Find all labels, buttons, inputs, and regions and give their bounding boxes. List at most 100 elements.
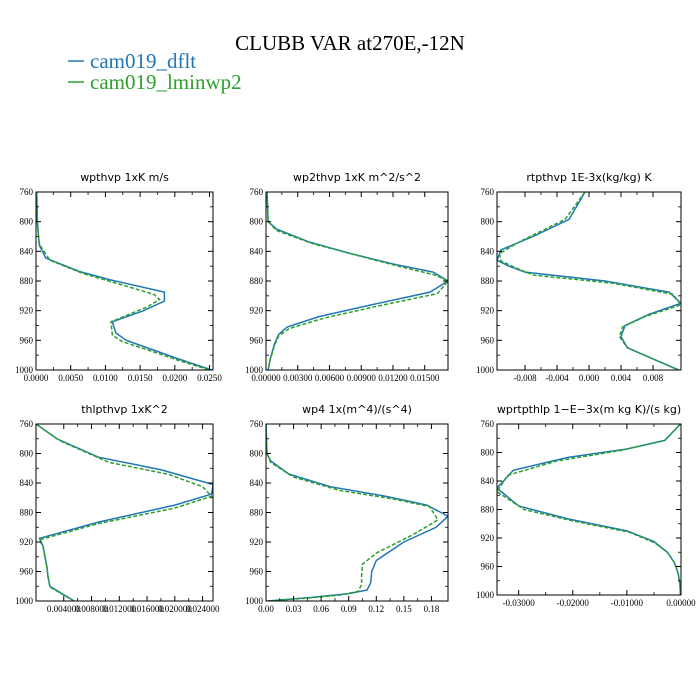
- series-line: [36, 424, 213, 601]
- y-tick-label: 960: [481, 335, 495, 345]
- y-tick-label: 840: [20, 478, 34, 488]
- y-tick-label: 840: [20, 246, 34, 256]
- x-tick-label: 0.06: [313, 604, 329, 614]
- y-tick-label: 840: [481, 246, 495, 256]
- panel-6: wprtpthlp 1−E−3x(m kg K)/(s kg)760 800 840…: [476, 403, 696, 608]
- panel-title: wpthvp 1xK m/s: [80, 171, 169, 184]
- x-tick-label: -0.008: [513, 373, 537, 383]
- x-tick-label: -0.02000: [557, 598, 590, 608]
- y-tick-label: 1000: [15, 365, 34, 375]
- figure-title: CLUBB VAR at270E,-12N: [235, 31, 465, 55]
- y-tick-label: 1000: [245, 596, 264, 606]
- y-tick-label: 1000: [15, 596, 34, 606]
- x-tick-label: 0.008: [643, 373, 664, 383]
- x-tick-label: -0.03000: [503, 598, 536, 608]
- y-tick-label: 920: [250, 537, 264, 547]
- y-tick-label: 920: [250, 306, 264, 316]
- panel-title: wp4 1x(m^4)/(s^4): [302, 403, 412, 416]
- y-tick-label: 840: [481, 476, 495, 486]
- panel-title: wprtpthlp 1−E−3x(m kg K)/(s kg): [497, 403, 681, 416]
- x-tick-label: 0.024000: [186, 604, 220, 614]
- x-tick-label: 0.00600: [315, 373, 345, 383]
- panel-5: wp4 1x(m^4)/(s^4)76080084088092096010000…: [245, 403, 449, 614]
- y-tick-label: 960: [481, 562, 495, 572]
- y-tick-label: 960: [20, 567, 34, 577]
- x-tick-label: 0.008000: [75, 604, 109, 614]
- x-tick-label: 0.00: [258, 604, 274, 614]
- y-tick-label: 760: [250, 419, 264, 429]
- y-tick-label: 800: [250, 449, 264, 459]
- x-tick-label: 0.0100: [93, 373, 118, 383]
- y-tick-label: 1000: [476, 365, 495, 375]
- x-tick-label: 0.0000: [24, 373, 49, 383]
- x-tick-label: 0.01200: [378, 373, 408, 383]
- y-tick-label: 880: [250, 276, 264, 286]
- y-tick-label: 1000: [245, 365, 264, 375]
- y-tick-label: 880: [20, 276, 34, 286]
- y-tick-label: 800: [250, 217, 264, 227]
- y-tick-label: 880: [250, 508, 264, 518]
- y-tick-label: 880: [481, 276, 495, 286]
- series-line: [497, 424, 681, 595]
- x-tick-label: 0.012000: [102, 604, 136, 614]
- y-tick-label: 920: [20, 306, 34, 316]
- y-tick-label: 920: [481, 306, 495, 316]
- x-tick-label: 0.01500: [410, 373, 440, 383]
- y-tick-label: 1000: [476, 590, 495, 600]
- x-tick-label: 0.00900: [347, 373, 377, 383]
- panel-title: rtpthvp 1E-3x(kg/kg) K: [526, 171, 652, 184]
- panel-title: thlpthvp 1xK^2: [81, 403, 168, 416]
- y-tick-label: 840: [250, 478, 264, 488]
- legend-label-dflt: cam019_dflt: [90, 49, 196, 73]
- x-tick-label: 0.00300: [283, 373, 313, 383]
- x-tick-label: -0.01000: [611, 598, 644, 608]
- y-tick-label: 920: [20, 537, 34, 547]
- y-tick-label: 760: [481, 187, 495, 197]
- x-tick-label: 0.03: [286, 604, 302, 614]
- x-tick-label: 0.0250: [197, 373, 222, 383]
- series-line: [497, 424, 681, 595]
- y-tick-label: 800: [481, 217, 495, 227]
- y-tick-label: 760: [20, 419, 34, 429]
- y-tick-label: 960: [250, 567, 264, 577]
- series-line: [36, 192, 212, 370]
- y-tick-label: 880: [481, 505, 495, 515]
- x-tick-label: 0.020000: [158, 604, 192, 614]
- y-tick-label: 960: [250, 335, 264, 345]
- x-tick-label: 0.09: [341, 604, 357, 614]
- y-tick-label: 800: [481, 448, 495, 458]
- x-tick-label: 0.004000: [47, 604, 81, 614]
- x-tick-label: 0.15: [396, 604, 412, 614]
- panel-2: wp2thvp 1xK m^2/s^2 760 800 840 880 920 960 100…: [245, 171, 449, 383]
- series-line: [36, 192, 210, 370]
- y-tick-label: 880: [20, 508, 34, 518]
- panels-group: wpthvp 1xK m/s76080084088092096010000.00…: [15, 171, 696, 614]
- x-tick-label: 0.016000: [130, 604, 164, 614]
- y-tick-label: 960: [20, 335, 34, 345]
- series-line: [266, 424, 439, 601]
- x-tick-label: 0.00000: [251, 373, 281, 383]
- x-tick-label: 0.00000: [666, 598, 696, 608]
- x-tick-label: 0.000: [579, 373, 600, 383]
- legend: cam019_dflt cam019_lminwp2: [68, 49, 242, 94]
- x-tick-label: 0.12: [368, 604, 384, 614]
- panel-1: wpthvp 1xK m/s76080084088092096010000.00…: [15, 171, 222, 383]
- y-tick-label: 920: [481, 533, 495, 543]
- plot-frame: [35, 191, 214, 371]
- y-tick-label: 840: [250, 246, 264, 256]
- series-line: [266, 192, 448, 370]
- x-tick-label: 0.0050: [58, 373, 83, 383]
- series-line: [498, 192, 681, 370]
- panel-title: wp2thvp 1xK m^2/s^2: [293, 171, 421, 184]
- plot-frame: [265, 191, 449, 371]
- y-tick-label: 760: [250, 187, 264, 197]
- panel-4: thlpthvp 1xK^2 760 800 840 880 920 960 1000 0.00…: [15, 403, 220, 614]
- legend-label-lminwp2: cam019_lminwp2: [90, 70, 242, 94]
- series-line: [266, 424, 448, 601]
- y-tick-label: 800: [20, 449, 34, 459]
- x-tick-label: 0.0150: [128, 373, 153, 383]
- y-tick-label: 760: [20, 187, 34, 197]
- x-tick-label: 0.004: [611, 373, 632, 383]
